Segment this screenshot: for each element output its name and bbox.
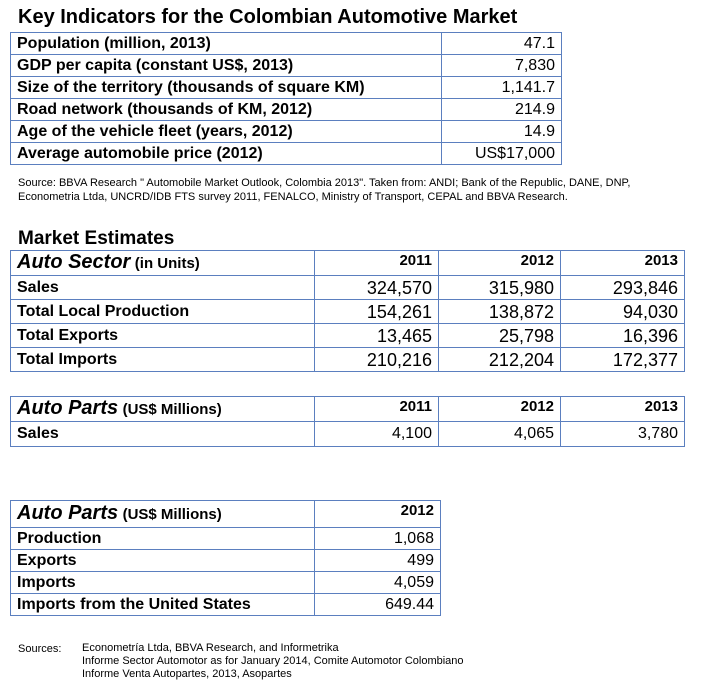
indicator-label: Age of the vehicle fleet (years, 2012) (10, 120, 442, 143)
table-row: Total Exports 13,465 25,798 16,396 (10, 323, 685, 348)
table-header-row: Auto Parts (US$ Millions) 2012 (10, 500, 441, 528)
table-row: Size of the territory (thousands of squa… (10, 76, 562, 99)
indicator-label: Road network (thousands of KM, 2012) (10, 98, 442, 121)
source-note: Source: BBVA Research " Automobile Marke… (18, 176, 631, 204)
cell-value: 16,396 (560, 323, 685, 348)
page-title: Key Indicators for the Colombian Automot… (18, 6, 518, 28)
table-row: Sales 324,570 315,980 293,846 (10, 275, 685, 300)
cell-value: 649.44 (314, 593, 441, 616)
table-name: Auto Sector (17, 251, 131, 273)
row-label: Exports (10, 549, 315, 572)
source-note-line: Econometria Ltda, UNCRD/IDB FTS survey 2… (18, 191, 568, 203)
cell-value: 94,030 (560, 299, 685, 324)
row-label: Total Imports (10, 347, 315, 372)
cell-value: 4,100 (314, 421, 439, 447)
cell-value: 293,846 (560, 275, 685, 300)
cell-value: 210,216 (314, 347, 439, 372)
indicator-label: Size of the territory (thousands of squa… (10, 76, 442, 99)
table-unit: (in Units) (134, 255, 200, 272)
row-label: Sales (10, 421, 315, 447)
source-line: Informe Venta Autopartes, 2013, Asoparte… (82, 668, 292, 680)
sources-label: Sources: (18, 643, 62, 655)
cell-value: 4,059 (314, 571, 441, 594)
row-label: Production (10, 527, 315, 550)
table-row: Sales 4,100 4,065 3,780 (10, 421, 685, 447)
indicator-label: Average automobile price (2012) (10, 142, 442, 165)
table-row: Total Local Production 154,261 138,872 9… (10, 299, 685, 324)
year-header: 2011 (314, 250, 439, 276)
row-label: Imports from the United States (10, 593, 315, 616)
table-row: Average automobile price (2012) US$17,00… (10, 142, 562, 165)
indicator-value: 14.9 (441, 120, 562, 143)
table-caption: Auto Sector (in Units) (10, 250, 315, 276)
auto-sector-table: Auto Sector (in Units) 2011 2012 2013 Sa… (10, 250, 685, 372)
key-indicators-table: Population (million, 2013) 47.1 GDP per … (10, 32, 562, 165)
table-row: Imports from the United States 649.44 (10, 593, 441, 616)
cell-value: 154,261 (314, 299, 439, 324)
cell-value: 138,872 (438, 299, 561, 324)
table-row: Age of the vehicle fleet (years, 2012) 1… (10, 120, 562, 143)
year-header: 2012 (438, 250, 561, 276)
cell-value: 499 (314, 549, 441, 572)
cell-value: 172,377 (560, 347, 685, 372)
table-row: Production 1,068 (10, 527, 441, 550)
source-line: Econometría Ltda, BBVA Research, and Inf… (82, 642, 339, 654)
table-row: Total Imports 210,216 212,204 172,377 (10, 347, 685, 372)
auto-parts-trade-table: Auto Parts (US$ Millions) 2012 Productio… (10, 500, 441, 616)
table-row: GDP per capita (constant US$, 2013) 7,83… (10, 54, 562, 77)
table-header-row: Auto Sector (in Units) 2011 2012 2013 (10, 250, 685, 276)
year-header: 2012 (314, 500, 441, 528)
cell-value: 315,980 (438, 275, 561, 300)
row-label: Sales (10, 275, 315, 300)
table-name: Auto Parts (17, 502, 119, 524)
section-title: Market Estimates (18, 228, 175, 249)
table-caption: Auto Parts (US$ Millions) (10, 396, 315, 422)
year-header: 2013 (560, 396, 685, 422)
auto-parts-sales-table: Auto Parts (US$ Millions) 2011 2012 2013… (10, 396, 685, 447)
source-line: Informe Sector Automotor as for January … (82, 655, 464, 667)
indicator-value: 47.1 (441, 32, 562, 55)
table-unit: (US$ Millions) (122, 401, 222, 418)
year-header: 2012 (438, 396, 561, 422)
sources-list: Econometría Ltda, BBVA Research, and Inf… (82, 642, 464, 681)
table-name: Auto Parts (17, 397, 119, 419)
row-label: Total Exports (10, 323, 315, 348)
table-header-row: Auto Parts (US$ Millions) 2011 2012 2013 (10, 396, 685, 422)
indicator-label: Population (million, 2013) (10, 32, 442, 55)
cell-value: 4,065 (438, 421, 561, 447)
table-caption: Auto Parts (US$ Millions) (10, 500, 315, 528)
year-header: 2011 (314, 396, 439, 422)
indicator-label: GDP per capita (constant US$, 2013) (10, 54, 442, 77)
cell-value: 324,570 (314, 275, 439, 300)
table-unit: (US$ Millions) (122, 506, 222, 523)
cell-value: 25,798 (438, 323, 561, 348)
indicator-value: 1,141.7 (441, 76, 562, 99)
source-note-line: Source: BBVA Research " Automobile Marke… (18, 177, 631, 189)
year-header: 2013 (560, 250, 685, 276)
indicator-value: 214.9 (441, 98, 562, 121)
cell-value: 1,068 (314, 527, 441, 550)
table-row: Imports 4,059 (10, 571, 441, 594)
row-label: Total Local Production (10, 299, 315, 324)
cell-value: 212,204 (438, 347, 561, 372)
table-row: Population (million, 2013) 47.1 (10, 32, 562, 55)
cell-value: 13,465 (314, 323, 439, 348)
table-row: Exports 499 (10, 549, 441, 572)
indicator-value: US$17,000 (441, 142, 562, 165)
row-label: Imports (10, 571, 315, 594)
indicator-value: 7,830 (441, 54, 562, 77)
cell-value: 3,780 (560, 421, 685, 447)
table-row: Road network (thousands of KM, 2012) 214… (10, 98, 562, 121)
